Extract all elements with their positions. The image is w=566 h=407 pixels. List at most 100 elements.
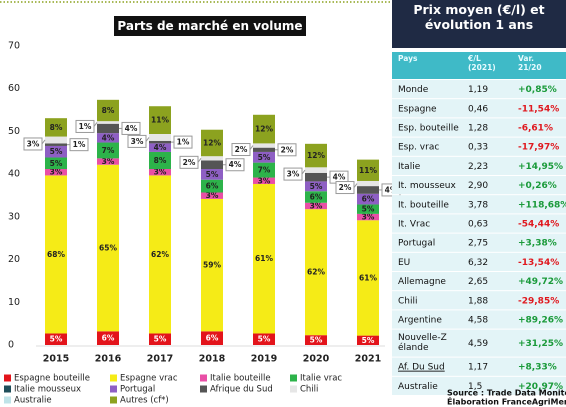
value-label: 5% [50,335,63,344]
value-label: 2% [235,145,248,154]
table-row-bg [392,80,566,99]
bar-segment [357,335,379,345]
table-header-cell: €/L (2021) [468,54,496,72]
bar-segment [253,183,275,334]
table-row-bg [392,291,566,310]
x-tick-label: 2018 [199,354,226,365]
y-tick-label: 10 [8,297,20,308]
table-header-cell-wrap: Var. 21/20 [518,54,542,72]
table-cell: Monde [398,85,429,95]
bar-segment [97,121,119,124]
value-label: 6% [206,182,219,191]
table-cell: Allemagne [398,277,446,287]
table-cell: +0,26% [518,181,557,191]
bar-segment [149,143,171,152]
table-cell: 2,65 [468,277,488,287]
callout-box [127,134,147,148]
bar-segment [97,133,119,143]
table-cell: +118,68% [518,200,566,210]
legend-label: Chili [300,385,318,395]
bar-segment [149,151,171,170]
table-header-cell: Pays [398,54,418,63]
value-label: 61% [359,273,377,282]
table-cell: -11,54% [518,104,559,114]
table-cell: It. mousseux [398,181,457,191]
bar-segment [253,333,275,345]
value-label: 11% [359,166,377,175]
table-cell: 4,59 [468,339,488,349]
value-label: 4% [229,160,242,169]
bar-segment [201,192,223,199]
table-cell: 6,32 [468,258,488,268]
value-label: 2% [183,158,196,167]
value-label: 5% [50,147,63,156]
bar-segment [305,335,327,345]
table-cell: -6,61% [518,124,553,134]
value-label: 62% [151,250,169,259]
bar-segment [201,156,223,161]
bar-segment [201,198,223,332]
bar-segment [357,193,379,205]
table-header-bg [392,52,566,79]
chart-title: Parts de marché en volume [117,19,302,33]
y-tick-label: 60 [8,83,20,94]
table-title-box [392,0,566,48]
value-label: 3% [258,176,271,185]
value-label: 12% [203,138,221,147]
table-cell: EU [398,258,410,268]
value-label: 5% [310,336,323,345]
source-text: Élaboration FranceAgriMer [447,396,566,407]
bar-segment [201,169,223,180]
legend-label: Australie [14,396,52,406]
table-cell: Italie [398,162,421,172]
legend-label: Autres (cf*) [120,396,169,406]
table-cell: Espagne [398,104,437,114]
table-cell: 2,23 [468,162,488,172]
value-label: 3% [131,137,144,146]
table-header-cell-wrap: €/L (2021) [468,54,496,72]
callout-box [335,181,355,195]
bar-segment [305,172,327,182]
bar-segment [45,145,67,158]
bar-segment [253,162,275,178]
callout-box [121,121,141,135]
table-row-bg [392,252,566,271]
value-label: 62% [307,268,325,277]
table-cell: 1,5 [468,382,482,392]
table-cell: 0,63 [468,220,488,230]
table-cell: 2,90 [468,181,488,191]
legend-swatch [4,396,11,404]
bar-segment [357,186,379,194]
legend-label: Italie bouteille [210,374,271,384]
table-row-bg [392,233,566,252]
value-label: 5% [206,170,219,179]
callout-box [179,155,199,169]
bar-segment [201,331,223,345]
bar-segment [149,333,171,345]
table-row-bg [392,195,566,214]
value-label: 4% [154,143,167,152]
bar-segment [45,333,67,345]
table-cell: It. Vrac [398,220,430,230]
y-tick-label: 0 [8,340,14,351]
value-label: 8% [154,156,167,165]
callout-box [225,158,245,172]
value-label: 8% [50,123,63,132]
bar-segment [201,160,223,170]
callout-box [75,119,95,133]
bar-segment [45,157,67,170]
legend-swatch [110,374,117,382]
table-row-bg [392,118,566,137]
table-row-bg [392,156,566,175]
value-label: 5% [258,153,271,162]
table-cell: Australie [398,382,438,392]
legend-swatch [200,374,207,382]
y-tick-label: 20 [8,254,20,265]
table-cell: -29,85% [518,296,559,306]
table-cell: +0,85% [518,85,557,95]
value-label: 4% [385,185,398,194]
bar-segment [45,175,67,334]
bar-segment [305,209,327,336]
bar-segment [305,167,327,173]
table-cell: Argentine [398,316,442,326]
